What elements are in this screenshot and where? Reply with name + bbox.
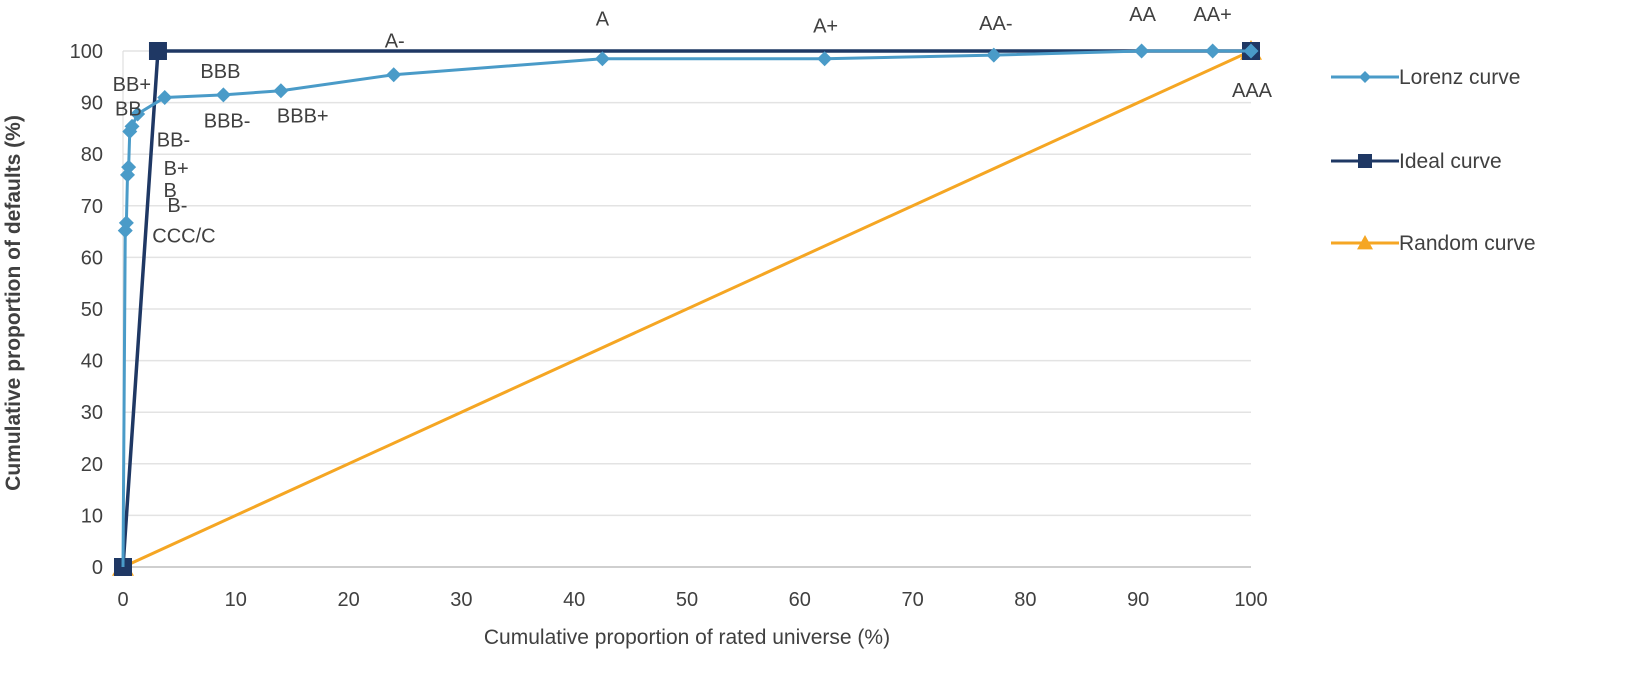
data-point <box>273 83 289 99</box>
data-point <box>817 51 833 67</box>
y-tick-label: 0 <box>92 557 103 579</box>
legend-swatch-marker <box>1358 154 1372 168</box>
point-label: AA <box>1129 4 1156 26</box>
legend-swatch-marker <box>1359 71 1371 83</box>
x-tick-label: 40 <box>563 589 585 611</box>
point-label: BB- <box>157 129 190 151</box>
x-tick-label: 10 <box>225 589 247 611</box>
y-tick-label: 50 <box>81 299 103 321</box>
point-label: BB+ <box>113 74 151 96</box>
series-line <box>121 49 1251 568</box>
x-tick-label: 30 <box>450 589 472 611</box>
series-lorenz-curve <box>117 43 1259 568</box>
data-point <box>118 215 134 231</box>
y-tick-label: 40 <box>81 351 103 373</box>
y-tick-label: 80 <box>81 144 103 166</box>
legend-label: Lorenz curve <box>1399 66 1520 89</box>
data-point <box>124 118 140 134</box>
point-label: A- <box>385 31 405 53</box>
data-point <box>386 67 402 83</box>
x-tick-label: 80 <box>1014 589 1036 611</box>
legend-label: Ideal curve <box>1399 150 1502 173</box>
x-tick-label: 70 <box>901 589 923 611</box>
y-tick-label: 60 <box>81 247 103 269</box>
y-tick-label: 20 <box>81 454 103 476</box>
data-point <box>130 106 146 122</box>
data-point <box>594 51 610 67</box>
point-label: BBB- <box>204 110 251 132</box>
plot-series <box>112 40 1262 576</box>
point-label: AA- <box>979 13 1012 35</box>
legend-label: Random curve <box>1399 232 1536 255</box>
legend-swatch-marker <box>1357 235 1373 250</box>
point-label: BBB <box>200 61 240 83</box>
point-label: A+ <box>813 16 838 38</box>
x-tick-label: 60 <box>789 589 811 611</box>
data-point <box>1205 43 1221 59</box>
data-point <box>1134 43 1150 59</box>
y-tick-label: 30 <box>81 402 103 424</box>
data-point <box>1243 43 1259 59</box>
legend: Lorenz curve Ideal curve Random curve <box>1331 66 1536 255</box>
axes: 0 10 20 30 40 50 60 70 80 90 100 0 10 20 30 40 50 60 70 80 9… <box>70 41 1268 611</box>
data-point <box>148 42 167 60</box>
y-tick-label: 90 <box>81 93 103 115</box>
point-label: B- <box>167 195 187 217</box>
data-point <box>215 87 231 103</box>
point-label: AA+ <box>1193 4 1231 26</box>
point-label: B <box>164 180 177 202</box>
x-tick-label: 90 <box>1127 589 1149 611</box>
data-point <box>121 159 137 175</box>
data-point <box>157 89 173 105</box>
point-label: CCC/C <box>152 226 215 248</box>
point-label: BBB+ <box>277 106 329 128</box>
data-point <box>986 47 1002 63</box>
legend-item: Random curve <box>1331 232 1536 255</box>
y-axis-title: Cumulative proportion of defaults (%) <box>2 115 25 491</box>
x-tick-label: 20 <box>337 589 359 611</box>
x-tick-label: 100 <box>1234 589 1267 611</box>
point-label: AAA <box>1232 80 1273 102</box>
y-tick-label: 100 <box>70 41 103 63</box>
series-line <box>122 49 1252 569</box>
y-tick-label: 10 <box>81 505 103 527</box>
legend-item: Ideal curve <box>1331 150 1502 173</box>
point-label: B+ <box>164 158 189 180</box>
x-tick-label: 0 <box>117 589 128 611</box>
x-axis-title: Cumulative proportion of rated universe … <box>484 626 890 649</box>
point-label: A <box>596 9 610 31</box>
legend-item: Lorenz curve <box>1331 66 1520 89</box>
y-tick-label: 70 <box>81 196 103 218</box>
x-tick-label: 50 <box>676 589 698 611</box>
point-label: BB <box>115 98 142 120</box>
